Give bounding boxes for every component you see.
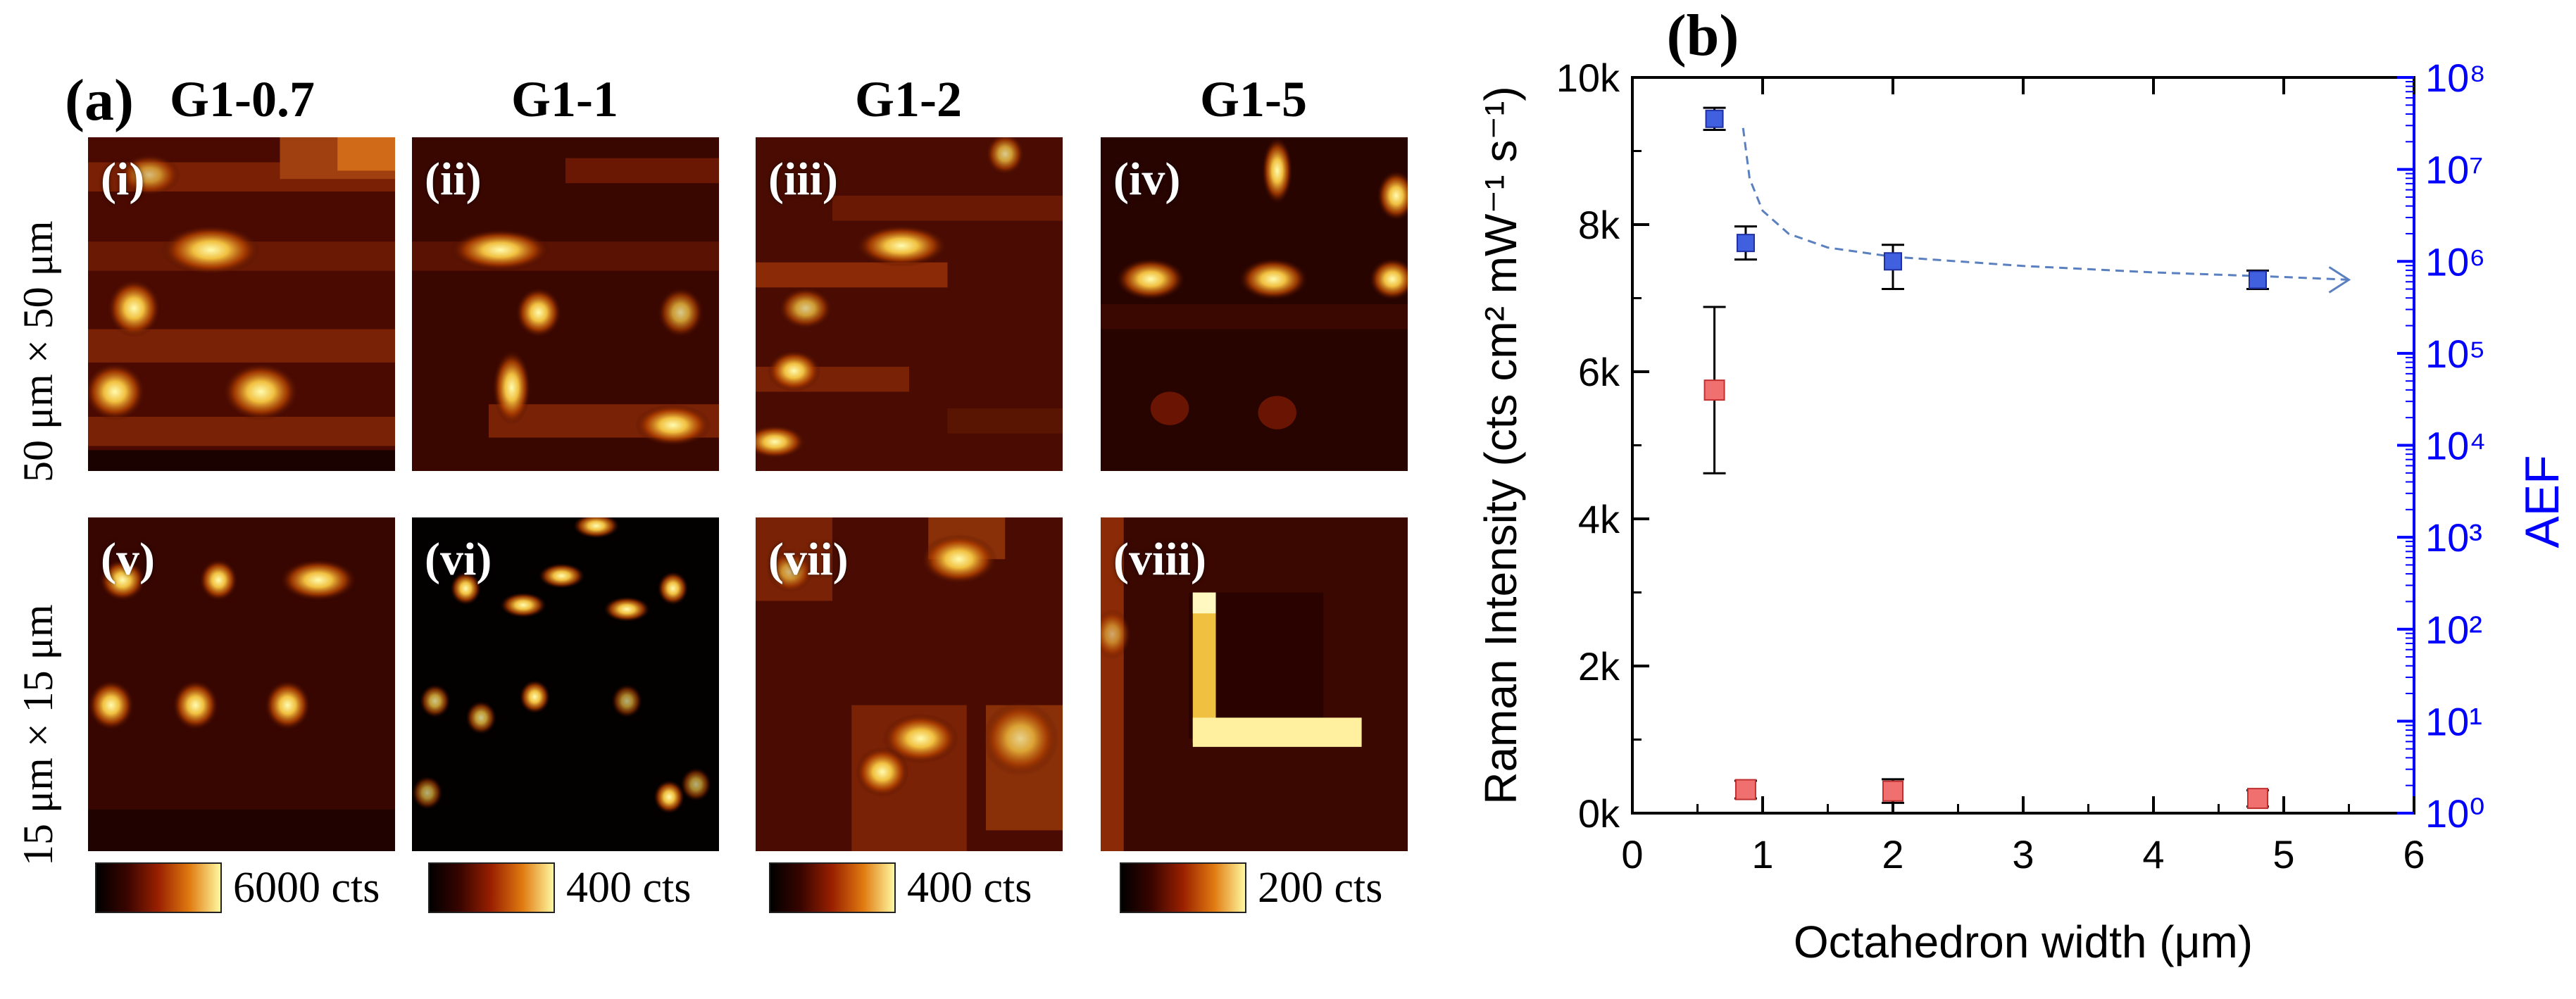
raman-map-tile: (v) (88, 517, 395, 851)
tile-label: (vii) (768, 534, 849, 585)
colorbar-label: 400 cts (566, 864, 692, 912)
panel-a-label: (a) (65, 68, 134, 133)
colorbar-label: 6000 cts (233, 864, 380, 912)
y-tick-label: 6k (1578, 350, 1620, 394)
y-tick-label: 10k (1556, 56, 1620, 100)
raman-data-point (1734, 779, 1756, 800)
aef-data-point (1705, 109, 1724, 128)
raman-map-tile: (vi) (412, 517, 719, 851)
y-right-tick-label: 10³ (2425, 515, 2482, 560)
raman-data-point (1882, 780, 1903, 802)
colorbar-gradient (95, 862, 222, 913)
colorbar-gradient (428, 862, 555, 913)
column-label-g1-0.7: G1-0.7 (170, 71, 315, 127)
colorbar-gradient (1120, 862, 1246, 913)
colorbar-label: 400 cts (907, 864, 1032, 912)
panel-b-chart: 0 1 2 3 4 5 6 0k 2k 4k 6k 8k 10k 10⁰ 10¹ 10² 10³ 10⁴ 10⁵ 10… (1475, 3, 2569, 967)
plot-frame (1631, 76, 2415, 815)
tile-label: (i) (101, 153, 145, 205)
panel-b-label: (b) (1667, 3, 1739, 68)
y-tick-label: 8k (1578, 203, 1620, 247)
row-label-15um: 15 μm × 15 μm (15, 604, 61, 866)
raman-map-tile: (iv) (1101, 137, 1408, 471)
tile-label: (vi) (425, 534, 492, 585)
aef-trend-line (1742, 127, 2349, 281)
tile-label: (iii) (768, 153, 838, 205)
colorbar-gradient (769, 862, 896, 913)
row-label-50um: 50 μm × 50 μm (15, 220, 61, 482)
x-tick-label: 4 (2142, 832, 2164, 877)
raman-data-point (1703, 379, 1725, 401)
y-right-tick-label: 10² (2425, 608, 2482, 652)
y-axis-title: Raman Intensity (cts cm² mW⁻¹ s⁻¹) (1475, 86, 1526, 805)
raman-map-tile: (viii) (1101, 517, 1408, 851)
y-right-tick-label: 10¹ (2425, 699, 2482, 743)
tile-label: (viii) (1113, 534, 1206, 585)
x-tick-label: 3 (2012, 832, 2034, 877)
x-tick-label: 6 (2403, 832, 2425, 877)
y-right-axis-title: AEF (2515, 455, 2569, 548)
raman-map-tile: (ii) (412, 137, 719, 471)
raman-data-point (2247, 788, 2268, 810)
column-label-g1-1: G1-1 (511, 71, 618, 127)
x-tick-label: 1 (1751, 832, 1773, 877)
raman-map-tile: (iii) (756, 137, 1063, 471)
aef-data-point (2249, 270, 2267, 289)
column-label-g1-2: G1-2 (855, 71, 962, 127)
tile-label: (ii) (425, 153, 482, 205)
y-right-tick-label: 10⁷ (2425, 148, 2484, 192)
column-label-g1-5: G1-5 (1200, 71, 1307, 127)
tile-label: (iv) (1113, 153, 1181, 205)
x-axis-title: Octahedron width (μm) (1794, 917, 2253, 967)
y-tick-label: 4k (1578, 497, 1620, 541)
tile-label: (v) (101, 534, 155, 585)
panel-a: (a) G1-0.7 G1-1 G1-2 G1-5 50 μm × 50 μm … (15, 68, 1408, 913)
y-tick-label: 0k (1578, 791, 1620, 836)
y-right-tick-label: 10⁵ (2425, 332, 2486, 376)
y-right-tick-label: 10⁰ (2425, 791, 2485, 836)
colorbar-label: 200 cts (1258, 864, 1383, 912)
aef-data-point (1884, 252, 1902, 271)
aef-data-point (1736, 234, 1755, 253)
y-right-tick-label: 10⁶ (2425, 239, 2485, 284)
x-tick-label: 2 (1882, 832, 1903, 877)
y-right-tick-label: 10⁸ (2425, 56, 2486, 100)
x-tick-label: 0 (1621, 832, 1643, 877)
raman-map-tile: (vii) (756, 517, 1063, 851)
x-tick-label: 5 (2272, 832, 2294, 877)
raman-map-tile: (i) (88, 137, 395, 471)
y-tick-label: 2k (1578, 644, 1620, 689)
trend-arrowhead (2328, 266, 2351, 294)
y-right-tick-label: 10⁴ (2425, 424, 2486, 468)
